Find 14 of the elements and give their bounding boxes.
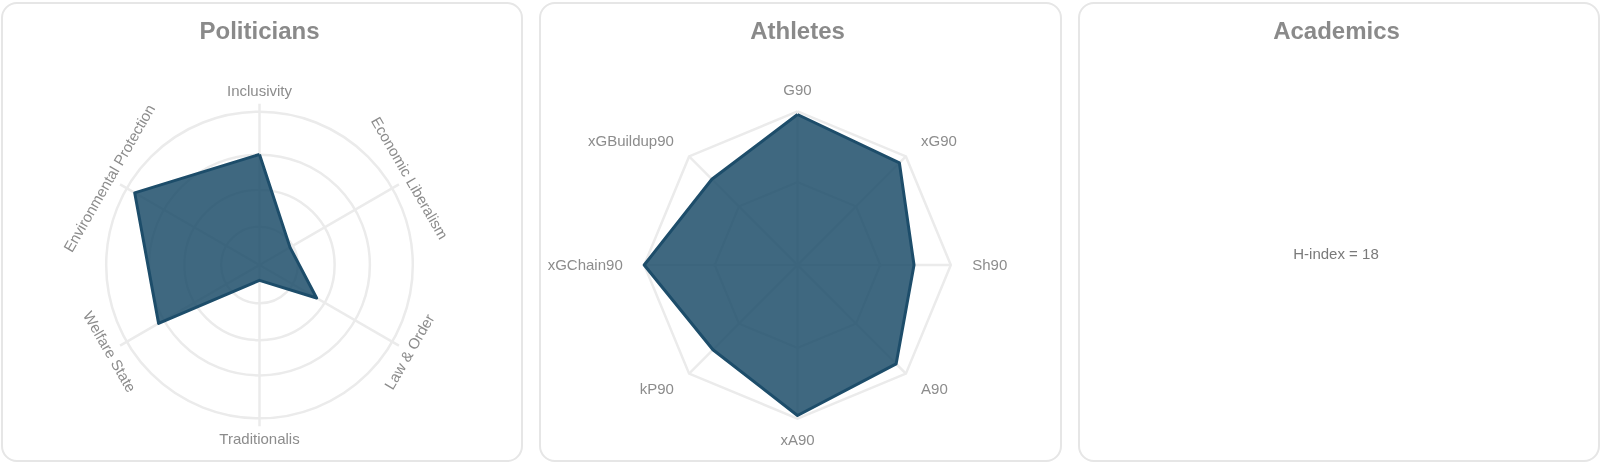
spoke-label: A90 [921,379,949,397]
spoke-label: xA90 [780,431,815,449]
chart-title: Politicians [199,17,320,44]
spoke-label: xGBuildup90 [588,132,675,150]
spoke-label: xGChain90 [548,256,624,274]
text: H-index = 18 [1292,244,1379,262]
text: Academics [1272,17,1400,44]
spoke-label: Sh90 [972,256,1008,274]
spoke-label: Traditionalis [219,429,300,447]
spoke-label: Inclusivity [226,82,293,100]
chart-title: Athletes [750,17,846,44]
spoke-label: xG90 [921,132,958,150]
spoke-label: G90 [783,80,813,98]
spoke-label: kP90 [640,379,675,397]
